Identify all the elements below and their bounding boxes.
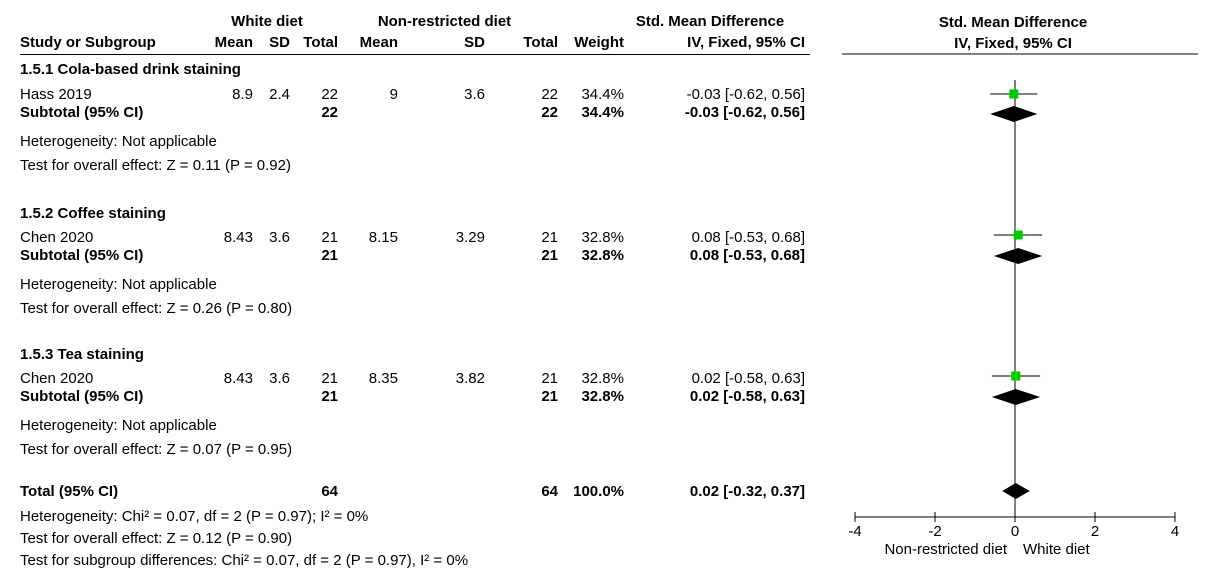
- study-e-mean: 8.43: [223, 370, 253, 387]
- heterogeneity-text: Heterogeneity: Not applicable: [20, 417, 217, 434]
- study-e-mean: 8.43: [223, 229, 253, 246]
- study-c-mean: 9: [389, 86, 398, 103]
- subtotal-ci: 0.02 [-0.58, 0.63]: [689, 388, 805, 405]
- study-c-total: 21: [541, 229, 558, 246]
- study-name: Chen 2020: [20, 229, 94, 246]
- study-e-total: 21: [321, 370, 338, 387]
- total-weight: 100.0%: [573, 483, 624, 500]
- subgroup-title: 1.5.2 Coffee staining: [20, 205, 166, 222]
- header-white-diet: White diet: [231, 13, 303, 30]
- study-e-total: 22: [321, 86, 338, 103]
- subtotal-weight: 32.8%: [581, 388, 624, 405]
- x-axis-tick-label: -4: [848, 523, 861, 540]
- subtotal-label: Subtotal (95% CI): [20, 104, 144, 121]
- study-e-sd: 3.6: [269, 370, 290, 387]
- subtotal-e-total: 21: [321, 247, 338, 264]
- study-marker: [1009, 89, 1019, 99]
- study-name: Chen 2020: [20, 370, 94, 387]
- study-e-total: 21: [321, 229, 338, 246]
- study-c-total: 21: [541, 370, 558, 387]
- heterogeneity-text: Heterogeneity: Not applicable: [20, 133, 217, 150]
- x-axis-tick-label: 2: [1091, 523, 1099, 540]
- header-rule: [20, 54, 810, 55]
- overall-effect-text: Test for overall effect: Z = 0.26 (P = 0…: [20, 300, 293, 317]
- header-c-total: Total: [523, 34, 558, 51]
- subtotal-e-total: 22: [321, 104, 338, 121]
- study-ci: 0.02 [-0.58, 0.63]: [691, 370, 805, 387]
- favours-right-label: White diet: [1023, 541, 1091, 558]
- subtotal-ci: -0.03 [-0.62, 0.56]: [684, 104, 805, 121]
- subgroup-title: 1.5.1 Cola-based drink staining: [20, 61, 241, 78]
- study-name: Hass 2019: [20, 86, 92, 103]
- overall-effect-text: Test for overall effect: Z = 0.11 (P = 0…: [20, 157, 291, 174]
- x-axis-tick-label: 0: [1011, 523, 1019, 540]
- subtotal-c-total: 21: [541, 247, 558, 264]
- subtotal-e-total: 21: [321, 388, 338, 405]
- total-heterogeneity-text: Heterogeneity: Chi² = 0.07, df = 2 (P = …: [20, 508, 369, 525]
- study-weight: 32.8%: [581, 370, 624, 387]
- subtotal-diamond: [991, 389, 1041, 405]
- subtotal-c-total: 21: [541, 388, 558, 405]
- overall-effect-text: Test for overall effect: Z = 0.07 (P = 0…: [20, 441, 293, 458]
- header-study-or-subgroup: Study or Subgroup: [20, 34, 156, 51]
- study-weight: 34.4%: [581, 86, 624, 103]
- header-e-mean: Mean: [214, 34, 253, 51]
- overall-diamond: [1002, 483, 1030, 499]
- study-marker: [1013, 230, 1023, 240]
- x-axis-tick-label: 4: [1171, 523, 1179, 540]
- forest-table: White diet Non-restricted diet Std. Mean…: [20, 13, 810, 569]
- heterogeneity-text: Heterogeneity: Not applicable: [20, 276, 217, 293]
- plot-header-smd: Std. Mean Difference: [939, 14, 1087, 31]
- total-overall-effect-text: Test for overall effect: Z = 0.12 (P = 0…: [20, 530, 293, 547]
- favours-left-label: Non-restricted diet: [884, 541, 1007, 558]
- study-c-total: 22: [541, 86, 558, 103]
- study-e-mean: 8.9: [232, 86, 253, 103]
- study-weight: 32.8%: [581, 229, 624, 246]
- subtotal-c-total: 22: [541, 104, 558, 121]
- study-c-sd: 3.29: [455, 229, 485, 246]
- study-e-sd: 3.6: [269, 229, 290, 246]
- study-ci: -0.03 [-0.62, 0.56]: [686, 86, 805, 103]
- plot-header-method: IV, Fixed, 95% CI: [954, 35, 1072, 52]
- subtotal-weight: 34.4%: [581, 104, 624, 121]
- subgroup-title: 1.5.3 Tea staining: [20, 346, 144, 363]
- subtotal-ci: 0.08 [-0.53, 0.68]: [689, 247, 805, 264]
- total-c-total: 64: [541, 483, 558, 500]
- subtotal-label: Subtotal (95% CI): [20, 388, 144, 405]
- subtotal-diamond: [993, 248, 1043, 264]
- study-c-mean: 8.35: [368, 370, 398, 387]
- header-non-restricted-diet: Non-restricted diet: [377, 13, 512, 30]
- subtotal-label: Subtotal (95% CI): [20, 247, 144, 264]
- subtotal-weight: 32.8%: [581, 247, 624, 264]
- header-c-mean: Mean: [359, 34, 398, 51]
- total-label: Total (95% CI): [20, 483, 119, 500]
- total-e-total: 64: [321, 483, 338, 500]
- study-e-sd: 2.4: [269, 86, 290, 103]
- study-marker: [1011, 371, 1021, 381]
- header-weight: Weight: [574, 34, 624, 51]
- header-e-total: Total: [303, 34, 338, 51]
- study-c-sd: 3.6: [464, 86, 485, 103]
- header-smd-method-table: IV, Fixed, 95% CI: [687, 34, 805, 51]
- header-c-sd: SD: [464, 34, 485, 51]
- subgroup-differences-text: Test for subgroup differences: Chi² = 0.…: [20, 552, 469, 569]
- study-ci: 0.08 [-0.53, 0.68]: [691, 229, 805, 246]
- header-smd-table: Std. Mean Difference: [635, 13, 785, 30]
- x-axis-tick-label: -2: [928, 523, 941, 540]
- subtotal-diamond: [990, 106, 1038, 122]
- study-c-mean: 8.15: [368, 229, 398, 246]
- header-e-sd: SD: [269, 34, 290, 51]
- study-c-sd: 3.82: [455, 370, 485, 387]
- total-ci: 0.02 [-0.32, 0.37]: [689, 483, 805, 500]
